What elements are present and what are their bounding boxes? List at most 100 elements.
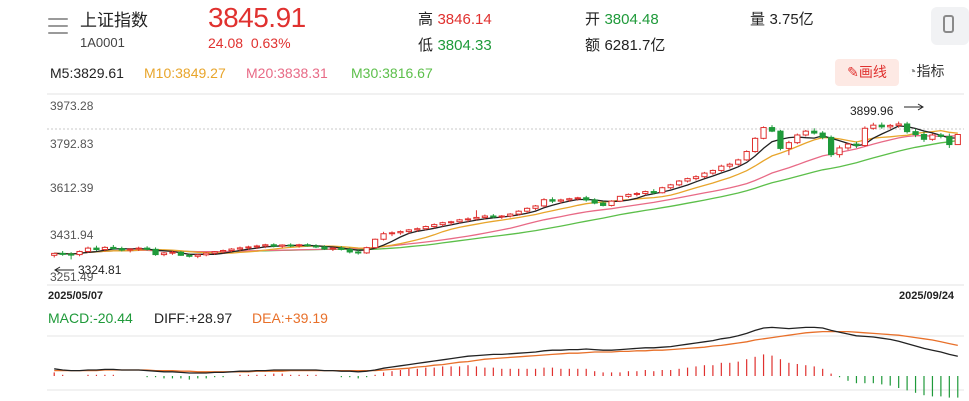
candle (768, 125, 776, 133)
candle-body (684, 178, 691, 182)
ma5-label: M5:3829.61 (50, 65, 124, 81)
candle (405, 228, 413, 234)
candle (447, 220, 455, 226)
candle-body (625, 193, 632, 197)
menu-icon[interactable] (48, 18, 68, 36)
candle-body (355, 251, 362, 254)
candle (785, 140, 793, 156)
candle-body (726, 163, 733, 167)
candle (219, 249, 227, 254)
candle (346, 247, 353, 254)
candle (127, 248, 134, 253)
candle (498, 215, 505, 219)
candle-body (177, 251, 185, 256)
candle (169, 250, 176, 255)
candle-body (228, 248, 235, 252)
candle-body (287, 244, 294, 247)
candle-body (253, 245, 261, 248)
candle-body (903, 123, 911, 133)
candle-body (67, 253, 75, 256)
candle (194, 253, 201, 259)
candle-body (76, 250, 83, 256)
indicator-button[interactable]: ◔指标 (908, 61, 944, 81)
candle-body (566, 198, 573, 201)
candle (895, 121, 902, 128)
candle (709, 169, 717, 175)
candle-body (93, 247, 100, 251)
candle (887, 123, 894, 130)
candle (760, 126, 767, 140)
candle (751, 137, 759, 153)
candle (422, 225, 429, 231)
candle (903, 121, 911, 134)
candle-body (152, 248, 159, 256)
candle (355, 250, 362, 255)
candle-body (540, 199, 548, 207)
ma10-label: M10:3849.27 (144, 65, 226, 81)
candle-body (887, 124, 894, 128)
candle (591, 198, 598, 205)
candle (456, 218, 463, 224)
candle (76, 250, 83, 257)
candle-body (270, 244, 277, 247)
candle-body (557, 199, 565, 202)
ma30-line (54, 139, 958, 255)
candle-body (751, 137, 759, 153)
candle-body (785, 142, 793, 149)
candle-body (836, 147, 843, 156)
candle-body (203, 252, 210, 256)
candle (253, 244, 261, 250)
candle-body (447, 221, 455, 224)
candle-body (304, 244, 311, 247)
candle (684, 177, 691, 183)
y-tick-2: 3612.39 (50, 181, 94, 195)
candle-body (169, 251, 176, 254)
candle-body (735, 159, 742, 165)
candle-body (650, 191, 657, 194)
moving-average-lines (54, 125, 958, 255)
candle-body (760, 127, 767, 139)
candle-body (844, 143, 852, 149)
diff-line (54, 326, 958, 374)
candle-body (667, 184, 674, 189)
candle (507, 213, 514, 218)
candle (946, 133, 953, 148)
dea-line (54, 330, 958, 373)
candle-body (194, 254, 201, 257)
candle-body (701, 172, 708, 178)
candle-body (895, 123, 902, 126)
y-tick-1: 3792.83 (50, 137, 94, 151)
candles (51, 121, 961, 260)
candle (811, 128, 818, 135)
candle-body (599, 202, 607, 206)
volume-stat: 量 3.75亿 (750, 8, 814, 29)
low-label: 低 (418, 37, 434, 54)
candle (549, 197, 556, 204)
indicator-label: 指标 (916, 63, 945, 79)
min-annotation: 3324.81 (54, 263, 122, 277)
candle-body (515, 210, 522, 215)
ma20-label: M20:3838.31 (246, 65, 328, 81)
candle (802, 129, 809, 137)
candle (870, 122, 877, 130)
candle-body (51, 252, 58, 256)
ma20-line (54, 134, 958, 255)
candle (616, 195, 624, 203)
candle-body (768, 127, 776, 132)
candle (338, 246, 345, 251)
candle-body (338, 247, 345, 250)
candle (827, 135, 835, 158)
candle-body (583, 197, 590, 201)
draw-line-button[interactable]: ✎画线 (835, 59, 899, 86)
candle (67, 252, 75, 260)
stock-code: 1A0001 (80, 35, 125, 50)
candle-body (870, 124, 877, 129)
candle (692, 175, 700, 181)
landscape-button[interactable] (931, 7, 969, 45)
candle-body (397, 231, 404, 234)
candle (84, 246, 92, 253)
candle (912, 128, 919, 138)
candle (878, 122, 885, 129)
candle-body (211, 251, 218, 254)
